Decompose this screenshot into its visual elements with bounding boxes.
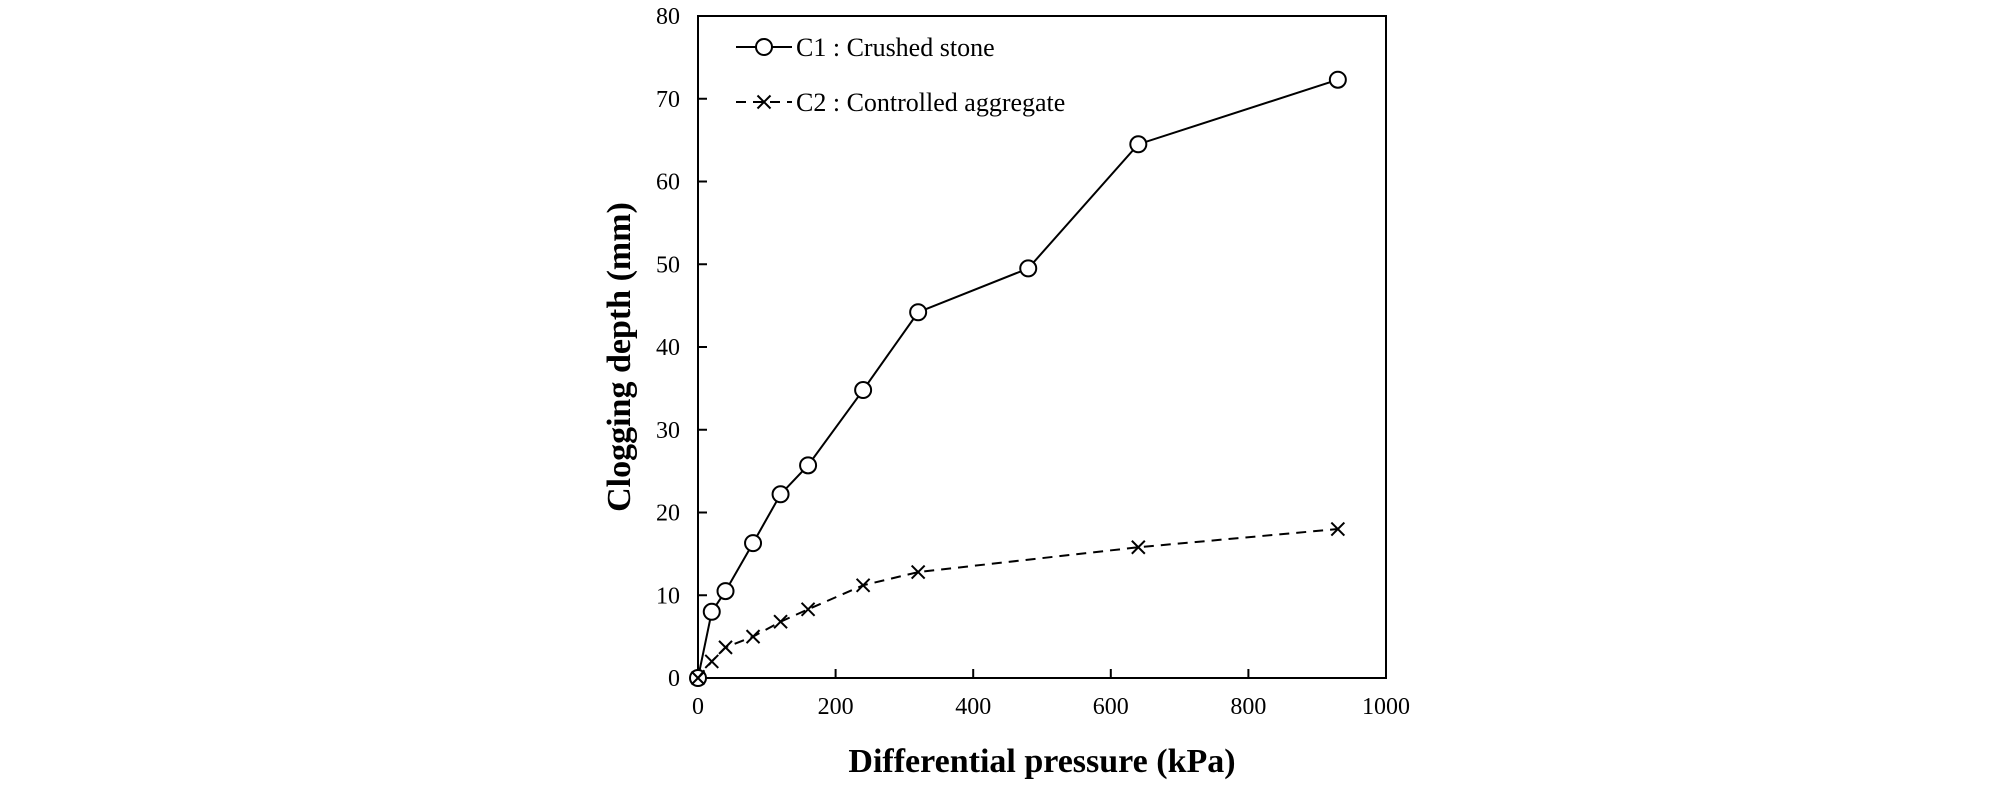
data-point-circle [744,534,763,553]
y-tick-label: 0 [668,666,680,692]
data-point-circle [854,381,873,400]
legend-entry-1: C1 : Crushed stone [736,33,995,62]
y-tick-label: 10 [656,583,680,609]
data-point-x [1131,540,1146,555]
data-point-x [704,654,719,669]
data-point-circle [909,303,928,322]
axes: 0 200 400 600 800 1000 0 10 20 30 40 50 60 70 80 [656,4,1410,720]
legend-marker [755,38,773,56]
data-point-x [1330,521,1346,537]
series-2 [690,521,1346,686]
series-layer [689,70,1347,687]
y-tick-label: 60 [656,170,680,196]
x-marker-stroke [1330,521,1346,537]
data-point-circle [799,456,818,475]
x-axis-title: Differential pressure (kPa) [848,743,1235,780]
data-point-x [690,670,706,686]
x-marker-stroke [756,94,772,110]
x-tick-label: 800 [1230,694,1266,720]
data-point-circle [1328,70,1347,89]
data-point-x [800,602,816,617]
data-point-circle [771,485,790,504]
x-tick-label: 0 [692,694,704,720]
legend-label: C1 : Crushed stone [796,33,995,62]
x-marker-stroke [773,614,788,629]
data-point-circle [702,602,721,621]
legend: C1 : Crushed stone C2 : Controlled aggreg… [736,33,1065,117]
y-tick-label: 80 [656,4,680,30]
y-tick-label: 30 [656,418,680,444]
legend-label: C2 : Controlled aggregate [796,88,1065,117]
series-1 [689,70,1347,687]
data-point-x [718,640,733,655]
data-point-circle [1019,259,1038,278]
x-marker-stroke [745,629,761,644]
series-line [697,528,1338,679]
data-point-x [773,614,788,629]
x-marker-stroke [1131,540,1146,555]
y-tick-label: 70 [656,87,680,113]
x-tick-label: 200 [818,694,854,720]
y-tick-label: 40 [656,335,680,361]
x-tick-label: 1000 [1362,694,1410,720]
series-line [697,78,1339,679]
data-point-x [745,629,761,644]
y-tick-label: 50 [656,252,680,278]
legend-marker [756,94,772,110]
y-axis-title: Clogging depth (mm) [601,202,638,512]
x-marker-stroke [855,578,871,593]
x-marker-stroke [718,640,733,655]
y-tick-label: 20 [656,501,680,527]
data-point-x [910,564,926,580]
x-marker-stroke [704,654,719,669]
data-point-circle [1129,135,1148,154]
x-marker-stroke [800,602,816,617]
data-point-x [855,578,871,593]
x-tick-label: 400 [955,694,991,720]
x-marker-stroke [690,670,706,686]
x-tick-label: 600 [1093,694,1129,720]
data-point-circle [716,582,735,601]
legend-entry-2: C2 : Controlled aggregate [736,88,1065,117]
x-marker-stroke [910,564,926,580]
